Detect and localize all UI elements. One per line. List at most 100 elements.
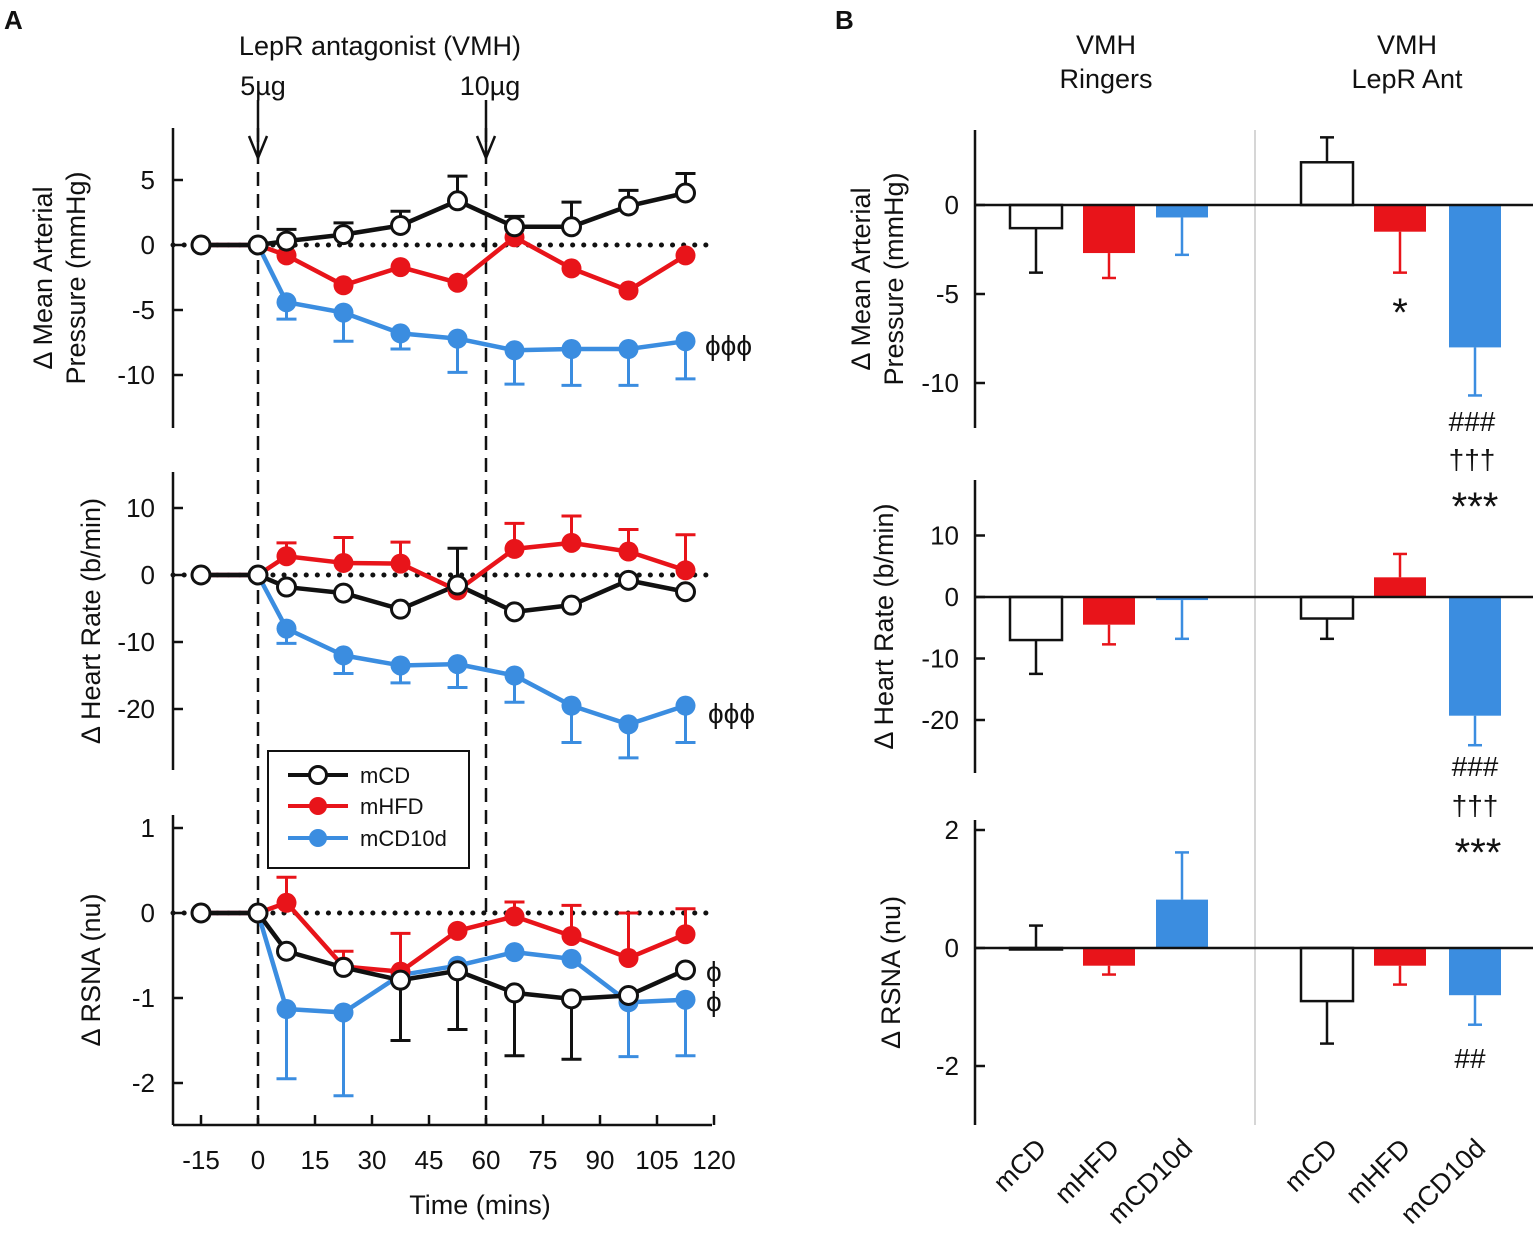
- a0-point-mCD10d: [675, 331, 696, 352]
- b2-bar-mHFD: [1083, 948, 1135, 966]
- b-category-label: mCD: [1279, 1133, 1344, 1198]
- a-xtick-label: 120: [692, 1145, 735, 1175]
- legend: mCD mHFD mCD10d: [267, 750, 470, 869]
- arrow-5ug-head: [247, 135, 269, 162]
- a2-point-mHFD: [504, 906, 525, 927]
- b0-y-label: Δ Mean Arterial: [846, 187, 876, 370]
- b0-significance-mcd10d-3: ***: [1452, 485, 1499, 529]
- a2-point-mCD: [190, 902, 212, 924]
- a0-point-mCD10d: [447, 328, 468, 349]
- a0-point-mCD: [276, 230, 297, 252]
- b1-bar-mCD: [1299, 595, 1355, 620]
- b1-ytick-label: 10: [930, 521, 959, 551]
- a1-point-mCD10d: [276, 618, 297, 639]
- a-xtick-label: 0: [251, 1145, 265, 1175]
- a0-point-mCD: [333, 224, 354, 246]
- a2-significance-1: ϕ: [706, 956, 722, 987]
- a1-line-mHFD: [201, 540, 687, 593]
- a1-ytick-label: 10: [126, 493, 155, 523]
- b1-significance-mcd10d-2: †††: [1452, 790, 1499, 821]
- b2-y-label: Δ RSNA (nu): [876, 896, 906, 1049]
- a0-point-mCD: [447, 190, 468, 212]
- a1-point-mCD: [390, 598, 411, 620]
- b2-bar-mCD10d: [1449, 948, 1501, 996]
- a2-point-mCD10d: [504, 942, 525, 963]
- a1-point-mCD: [190, 564, 212, 586]
- a2-point-mHFD: [447, 920, 468, 941]
- b0-bar-mCD10d: [1156, 205, 1208, 218]
- a2-point-mCD: [447, 960, 468, 982]
- b0-bar-mCD: [1299, 161, 1355, 207]
- legend-label-mcd10d: mCD10d: [360, 826, 447, 851]
- a0-ytick-label: 5: [141, 165, 155, 195]
- a2-point-mCD: [247, 902, 269, 924]
- a1-point-mCD10d: [390, 655, 411, 676]
- a0-line-mCD10d: [201, 242, 686, 353]
- a1-line-mCD10d: [201, 572, 687, 727]
- a-xtick-label: 15: [301, 1145, 330, 1175]
- legend-label-mhfd: mHFD: [360, 794, 424, 819]
- b1-bar-mHFD: [1374, 577, 1426, 597]
- a1-point-mCD: [276, 576, 297, 598]
- a-xtick-label: 60: [472, 1145, 501, 1175]
- a2-point-mCD10d: [276, 999, 297, 1020]
- a2-ytick-label: 1: [141, 813, 155, 843]
- a1-point-mHFD: [618, 541, 639, 562]
- b0-bar-mHFD: [1374, 205, 1426, 232]
- a0-line-mHFD: [201, 234, 687, 293]
- a2-point-mCD: [675, 959, 696, 981]
- a1-point-mCD10d: [561, 695, 582, 716]
- b0-bar-mCD10d: [1449, 205, 1501, 348]
- a2-point-mHFD: [561, 925, 582, 946]
- b2-bar-mCD: [1299, 946, 1355, 1003]
- b0-ytick-label: 0: [945, 190, 959, 220]
- legend-marker-mcd10d: [309, 829, 327, 847]
- a2-ytick-label: 0: [141, 898, 155, 928]
- a0-point-mCD: [561, 216, 582, 238]
- group-lepr-line2: LepR Ant: [1351, 64, 1463, 94]
- a2-y-label: Δ RSNA (nu): [76, 893, 106, 1046]
- chart-layer: 50-5-10Δ Mean Arterial Pressure (mmHg)100…: [28, 100, 1533, 1230]
- a0-point-mCD: [504, 216, 525, 238]
- panel-label-a: A: [4, 5, 23, 35]
- a-xtick-label: 30: [358, 1145, 387, 1175]
- a-xtick-label: -15: [182, 1145, 220, 1175]
- a1-point-mHFD: [390, 553, 411, 574]
- a2-point-mCD: [333, 956, 354, 978]
- a0-point-mCD10d: [390, 323, 411, 344]
- a2-point-mCD10d: [561, 948, 582, 969]
- a0-ytick-label: 0: [141, 230, 155, 260]
- b-category-label: mCD: [988, 1133, 1053, 1198]
- a1-line-mCD: [201, 572, 686, 615]
- legend-label-mcd: mCD: [360, 763, 410, 788]
- a2-point-mHFD: [276, 892, 297, 913]
- b1-bar-mCD: [1008, 595, 1064, 642]
- a2-ytick-label: -2: [132, 1068, 155, 1098]
- a0-point-mCD: [675, 182, 696, 204]
- a2-point-mCD: [561, 988, 582, 1010]
- a2-significance-2: ϕ: [706, 986, 722, 1017]
- a0-ytick-label: -5: [132, 295, 155, 325]
- a1-point-mCD: [561, 594, 582, 616]
- a2-point-mCD: [618, 984, 639, 1006]
- b2-ytick-label: -2: [936, 1051, 959, 1081]
- lepr-antagonist-header: LepR antagonist (VMH): [239, 31, 521, 61]
- a0-line-mCD: [201, 190, 687, 248]
- a1-point-mCD: [447, 574, 468, 596]
- a0-point-mHFD: [618, 280, 639, 301]
- a1-point-mHFD: [561, 532, 582, 553]
- b1-ytick-label: -20: [921, 705, 959, 735]
- b1-significance-mcd10d-1: ###: [1452, 751, 1499, 782]
- a2-point-mHFD: [675, 924, 696, 945]
- a1-significance: ϕϕϕ: [708, 698, 755, 729]
- a1-point-mCD10d: [618, 714, 639, 735]
- a2-line-mCD: [201, 910, 687, 1002]
- a1-ytick-label: 0: [141, 560, 155, 590]
- a0-point-mCD: [190, 234, 212, 256]
- a2-point-mCD10d: [333, 1002, 354, 1023]
- a2-point-mHFD: [618, 948, 639, 969]
- b2-bar-mHFD: [1374, 948, 1426, 966]
- a2-point-mCD: [276, 940, 297, 962]
- a0-point-mHFD: [447, 272, 468, 293]
